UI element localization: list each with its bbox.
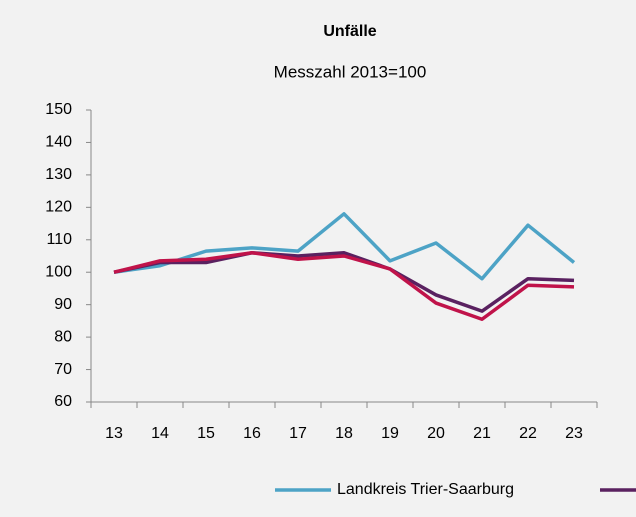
x-tick-label: 18 (335, 425, 353, 442)
y-tick-label: 120 (45, 199, 72, 216)
y-tick-label: 100 (45, 263, 72, 280)
y-tick-label: 60 (54, 393, 72, 410)
series-line (113, 251, 575, 322)
x-tick-label: 21 (473, 425, 491, 442)
y-tick-label: 130 (45, 166, 72, 183)
x-tick-label: 20 (427, 425, 445, 442)
x-tick-label: 16 (243, 425, 261, 442)
y-tick-label: 90 (54, 296, 72, 313)
x-tick-label: 14 (151, 425, 169, 442)
y-tick-label: 70 (54, 361, 72, 378)
series-line (113, 251, 575, 313)
chart-subtitle: Messzahl 2013=100 (274, 62, 427, 81)
y-tick-label: 110 (46, 231, 72, 248)
x-tick-label: 22 (519, 425, 537, 442)
legend-label: Landkreis Trier-Saarburg (337, 481, 514, 498)
x-tick-label: 15 (197, 425, 215, 442)
series-line (113, 212, 576, 281)
y-tick-label: 80 (54, 328, 72, 345)
y-tick-label: 150 (45, 101, 72, 118)
chart-title: Unfälle (323, 23, 376, 40)
y-tick-label: 140 (45, 134, 72, 151)
x-tick-label: 13 (105, 425, 123, 442)
x-tick-label: 23 (565, 425, 583, 442)
x-tick-label: 19 (381, 425, 399, 442)
x-tick-label: 17 (289, 425, 307, 442)
